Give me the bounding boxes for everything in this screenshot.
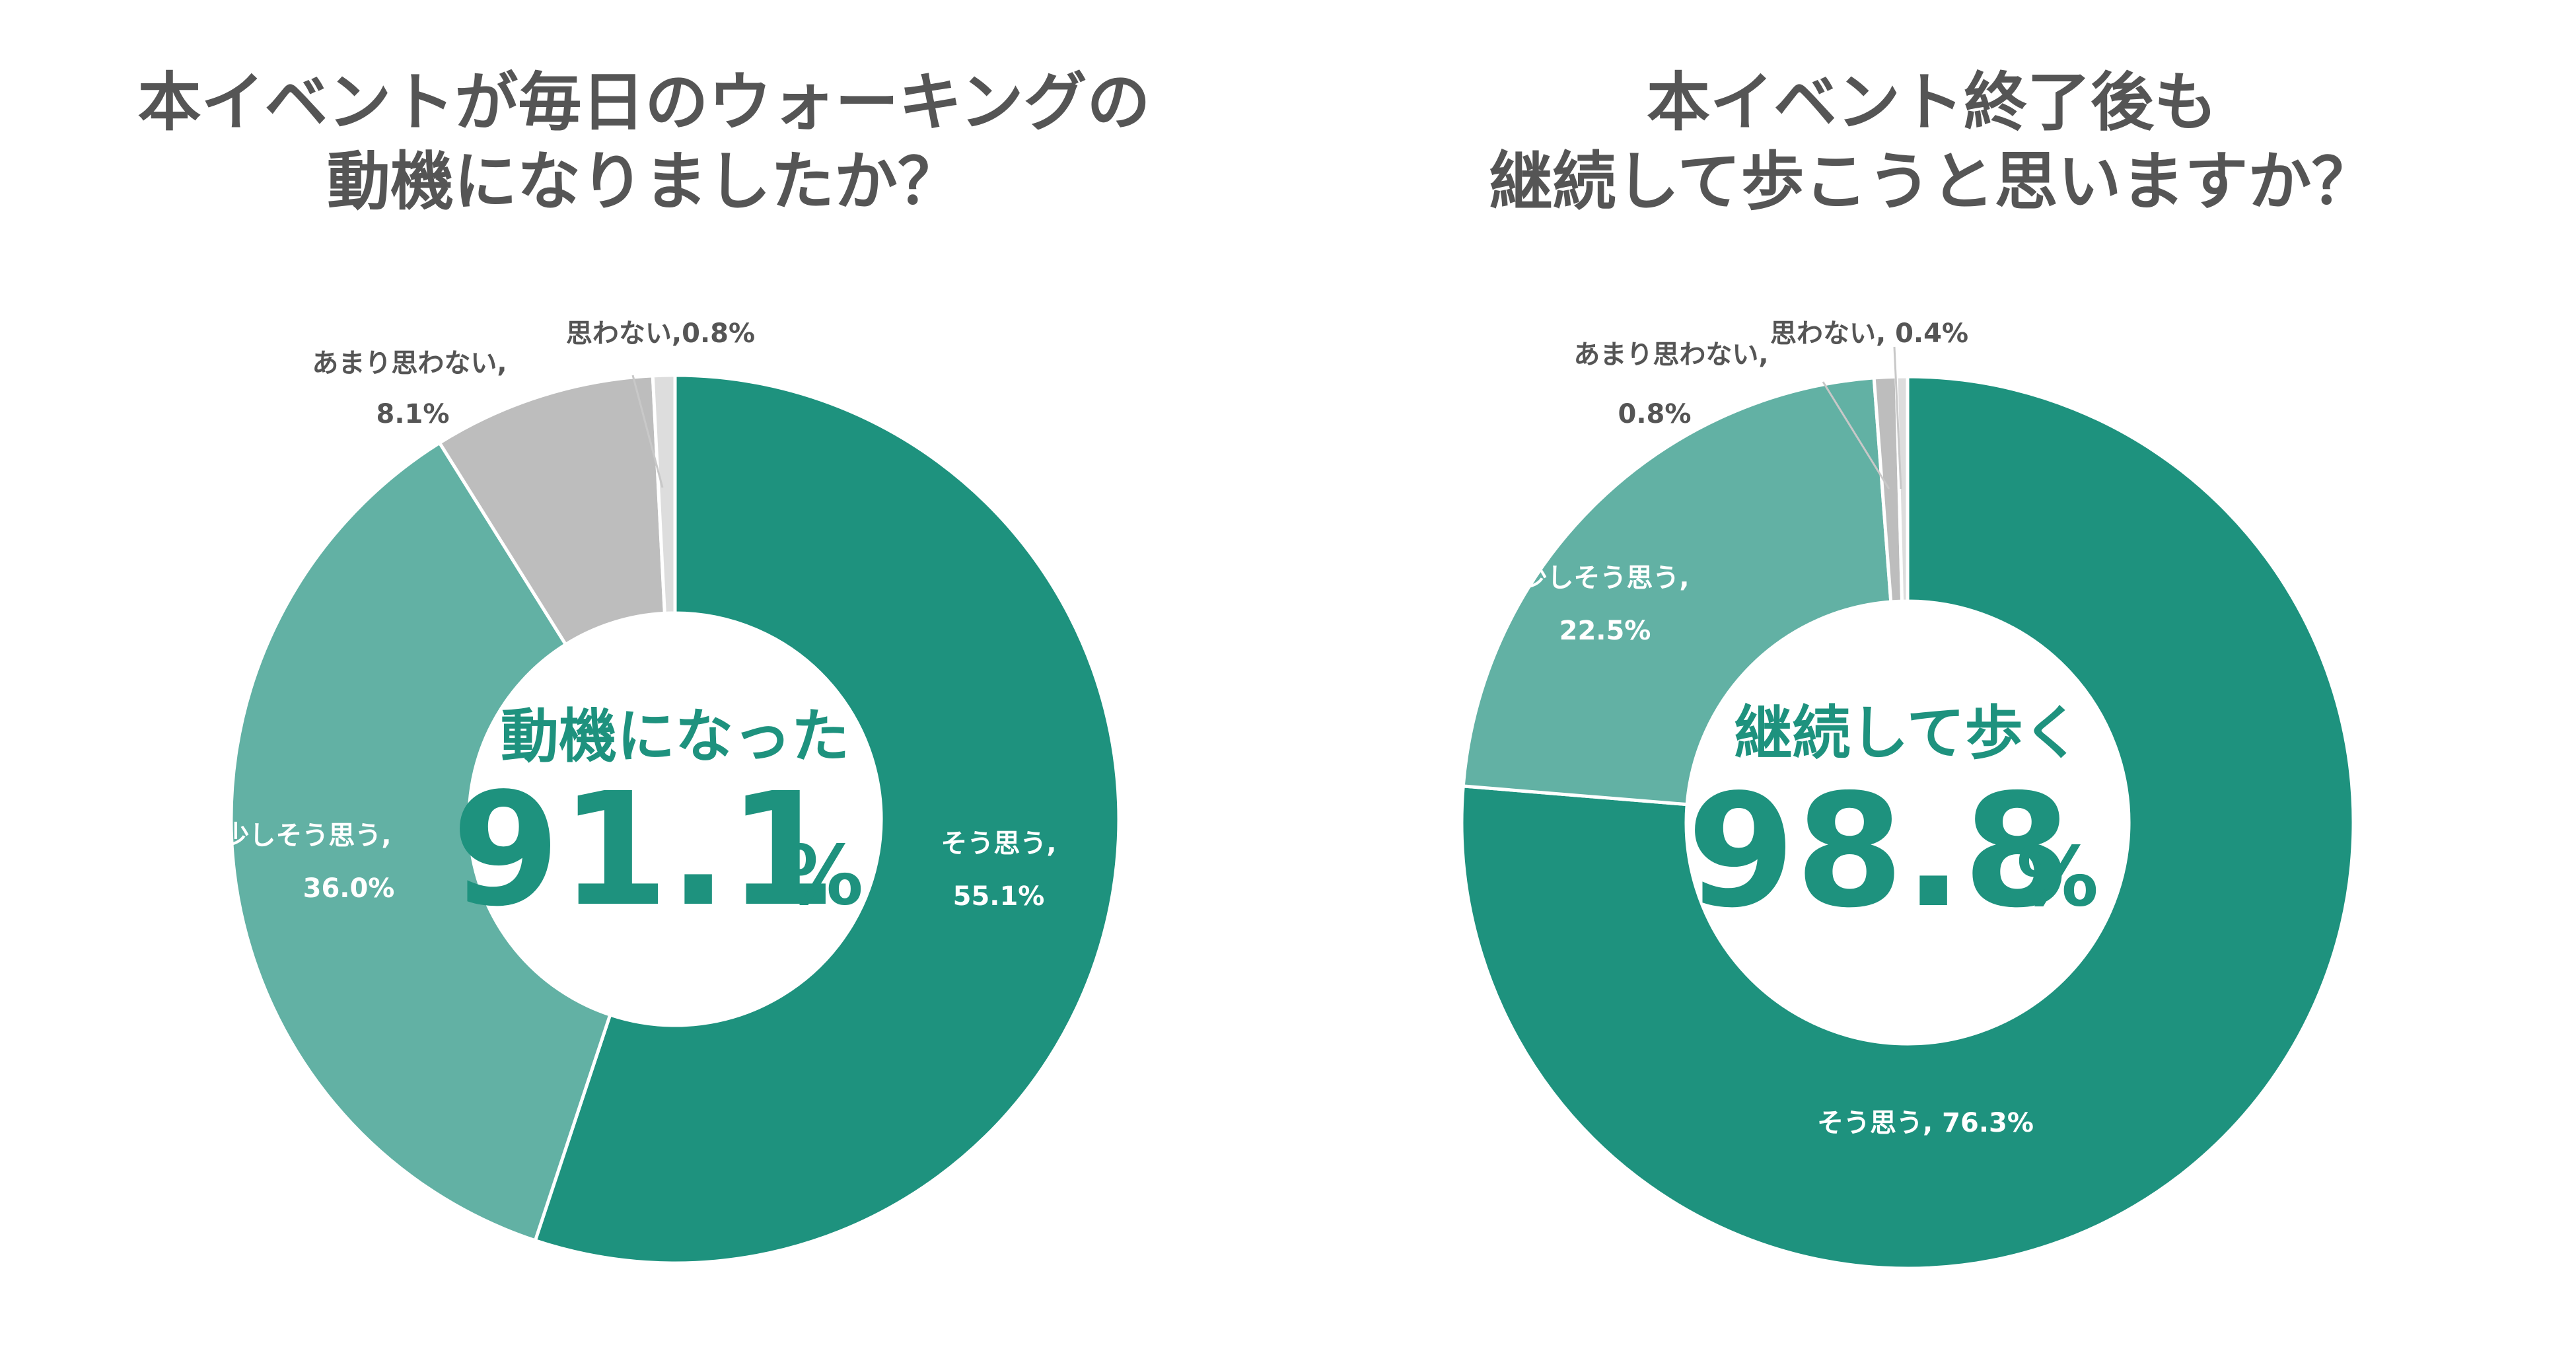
chart-panel-motivation: 本イベントが毎日のウォーキングの 動機になりましたか？ そう思う, 55.1% 少し… xyxy=(137,65,1151,1265)
pie-slice-2 xyxy=(1461,376,1893,807)
pie-slice-1 xyxy=(533,373,1121,1265)
slice-value-label-1: 55.1% xyxy=(953,881,1045,912)
chart-title-line-1: 本イベント終了後も xyxy=(1647,65,2217,139)
slice-value-label-2: 36.0% xyxy=(303,873,395,904)
center-percent-sign: % xyxy=(2017,830,2098,925)
slice-label-2: 少しそう思う, xyxy=(223,821,391,851)
chart-title-line-2: 動機になりましたか？ xyxy=(327,145,961,219)
slice-label-1: そう思う, xyxy=(941,828,1056,859)
donut-chart-continuation: そう思う, 76.3% 少しそう思う, 22.5% あまり思わない, 0.8% 思わない,… xyxy=(1460,318,2355,1270)
leader-line-4 xyxy=(1893,346,1902,490)
chart-panel-continuation: 本イベント終了後も 継続して歩こうと思いますか？ そう思う, 76.3% 少しそう… xyxy=(1288,0,2576,1351)
slice-label-3: あまり思わない, xyxy=(312,348,507,379)
center-value: 98.8 xyxy=(1687,760,2071,942)
chart-title-line-1: 本イベントが毎日のウォーキングの xyxy=(137,65,1151,139)
slice-label-4: 思わない, 0.4% xyxy=(1770,318,1968,349)
slice-label-2: 少しそう思う, xyxy=(1521,563,1689,593)
pie-slice-1 xyxy=(1460,375,2355,1270)
donut-chart-motivation: そう思う, 55.1% 少しそう思う, 36.0% あまり思わない, 8.1% 思わない,0… xyxy=(223,318,1121,1265)
slice-label-4: 思わない,0.8% xyxy=(566,318,755,349)
slice-label-1: そう思う, 76.3% xyxy=(1817,1108,2034,1138)
leader-line-3 xyxy=(1822,381,1890,490)
slice-value-label-3: 8.1% xyxy=(376,399,450,429)
slice-value-label-2: 22.5% xyxy=(1559,616,1651,646)
pie-slice-2 xyxy=(229,440,612,1243)
center-heading: 動機になった xyxy=(501,702,849,770)
slice-value-label-3: 0.8% xyxy=(1618,399,1692,429)
pie-slice-3 xyxy=(437,374,666,647)
leader-line-4 xyxy=(631,375,664,488)
chart-title-line-2: 継続して歩こうと思いますか？ xyxy=(1489,145,2375,219)
center-value: 91.1 xyxy=(452,759,836,941)
center-percent-sign: % xyxy=(781,828,863,924)
slice-label-3: あまり思わない, xyxy=(1573,340,1768,370)
pie-slice-4 xyxy=(651,373,677,616)
center-heading: 継続して歩く xyxy=(1734,699,2081,767)
